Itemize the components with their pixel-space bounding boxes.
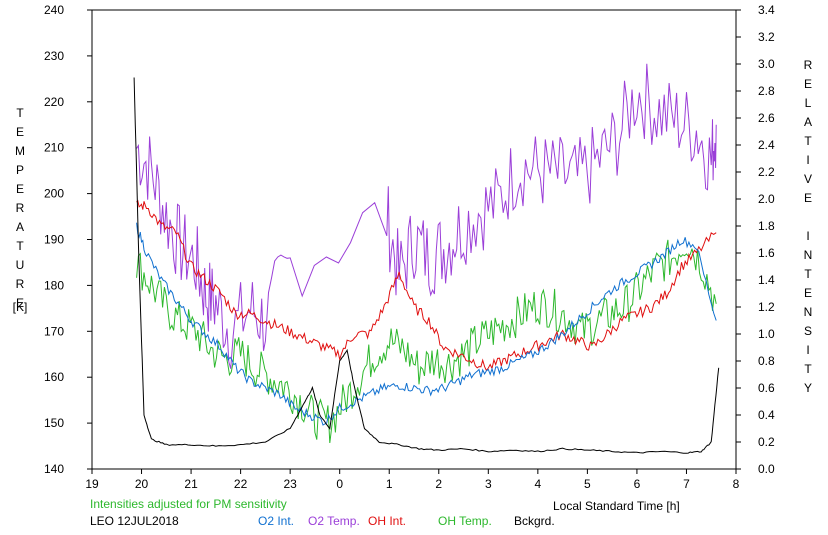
x-tick-label: 23 bbox=[283, 477, 297, 491]
ticks-layer: 19 20 21 22 23 0 1 2 3 4 5 6 7 8140150160170180190200… bbox=[44, 3, 775, 491]
station-date: LEO 12JUL2018 bbox=[90, 514, 179, 528]
x-tick-label: 7 bbox=[683, 477, 690, 491]
legend-item: Bckgrd. bbox=[514, 514, 555, 528]
x-tick-label: 4 bbox=[535, 477, 542, 491]
series-o2-temp bbox=[136, 63, 717, 369]
y-left-tick-label: 170 bbox=[44, 324, 64, 338]
x-tick-label: 21 bbox=[184, 477, 198, 491]
y-right-tick-label: 2.4 bbox=[758, 138, 775, 152]
y-left-tick-label: 200 bbox=[44, 187, 64, 201]
y-right-tick-label: 0.2 bbox=[758, 435, 775, 449]
y-right-tick-label: 2.0 bbox=[758, 192, 775, 206]
y-left-tick-label: 190 bbox=[44, 233, 64, 247]
y-left-tick-label: 240 bbox=[44, 3, 64, 17]
x-tick-label: 1 bbox=[386, 477, 393, 491]
x-tick-label: 22 bbox=[234, 477, 248, 491]
x-tick-label: 0 bbox=[336, 477, 343, 491]
y-right-tick-label: 1.8 bbox=[758, 219, 775, 233]
y-right-tick-label: 1.0 bbox=[758, 327, 775, 341]
x-tick-label: 6 bbox=[634, 477, 641, 491]
y-right-tick-label: 0.8 bbox=[758, 354, 775, 368]
series-oh-int bbox=[136, 199, 717, 372]
y-left-tick-label: 210 bbox=[44, 141, 64, 155]
legend-item: O2 Int. bbox=[258, 514, 295, 528]
y-right-tick-label: 0.4 bbox=[758, 408, 775, 422]
y-left-tick-label: 140 bbox=[44, 462, 64, 476]
y-right-tick-label: 2.6 bbox=[758, 111, 775, 125]
y-left-tick-label: 230 bbox=[44, 49, 64, 63]
pm-sensitivity-note: Intensities adjusted for PM sensitivity bbox=[90, 497, 287, 511]
y-right-tick-label: 3.0 bbox=[758, 57, 775, 71]
series-layer bbox=[133, 63, 720, 454]
y-right-tick-label: 1.4 bbox=[758, 273, 775, 287]
x-tick-label: 20 bbox=[135, 477, 149, 491]
x-tick-label: 19 bbox=[85, 477, 99, 491]
y-right-tick-label: 1.2 bbox=[758, 300, 775, 314]
plot-area bbox=[91, 9, 737, 470]
y-right-tick-label: 0.0 bbox=[758, 462, 775, 476]
y-right-tick-label: 0.6 bbox=[758, 381, 775, 395]
series-o2-int bbox=[136, 222, 717, 426]
x-tick-label: 8 bbox=[733, 477, 740, 491]
y-right-tick-label: 1.6 bbox=[758, 246, 775, 260]
y-left-tick-label: 160 bbox=[44, 370, 64, 384]
legend-item: OH Temp. bbox=[438, 514, 492, 528]
y-right-tick-label: 2.2 bbox=[758, 165, 775, 179]
legend-item: O2 Temp. bbox=[308, 514, 360, 528]
y-left-tick-label: 180 bbox=[44, 278, 64, 292]
y-left-tick-label: 150 bbox=[44, 416, 64, 430]
series-bckgrd bbox=[133, 77, 720, 454]
x-tick-label: 2 bbox=[435, 477, 442, 491]
y-right-tick-label: 3.4 bbox=[758, 3, 775, 17]
y-right-tick-label: 2.8 bbox=[758, 84, 775, 98]
x-tick-label: 5 bbox=[584, 477, 591, 491]
y-right-tick-label: 3.2 bbox=[758, 30, 775, 44]
x-tick-label: 3 bbox=[485, 477, 492, 491]
y-left-tick-label: 220 bbox=[44, 95, 64, 109]
y-axis-left-unit: [K] bbox=[12, 300, 28, 314]
legend-item: OH Int. bbox=[368, 514, 407, 528]
series-oh-temp bbox=[136, 239, 717, 444]
x-axis-label: Local Standard Time [h] bbox=[553, 499, 680, 513]
